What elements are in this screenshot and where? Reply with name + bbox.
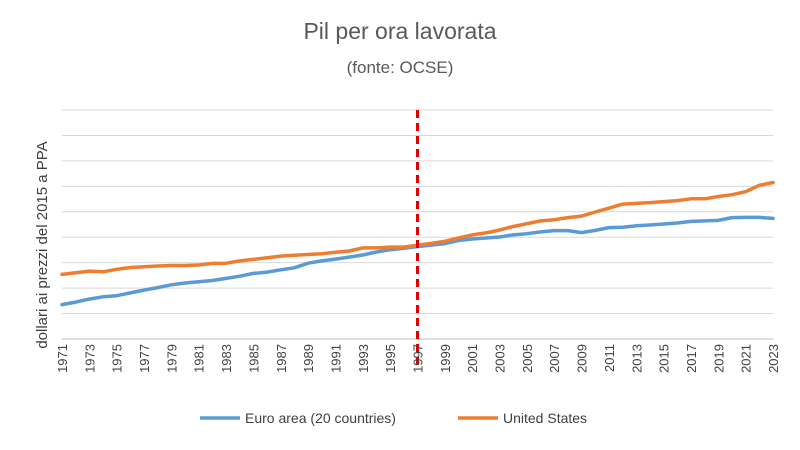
x-tick-label: 1997 [411,344,426,373]
legend-label: United States [503,410,587,426]
x-tick-label: 2013 [629,344,644,373]
x-tick-label: 1971 [55,344,70,373]
x-tick-label: 1991 [329,344,344,373]
legend-label: Euro area (20 countries) [245,410,396,426]
x-tick-label: 2015 [657,344,672,373]
x-tick-label: 2007 [547,344,562,373]
x-tick-label: 2005 [520,344,535,373]
x-tick-label: 1985 [246,344,261,373]
x-tick-label: 1981 [192,344,207,373]
x-tick-label: 1989 [301,344,316,373]
x-tick-label: 1975 [110,344,125,373]
x-tick-label: 2017 [684,344,699,373]
x-axis-ticks: 1971 1973 1975 1977 1979 1981 1983 1985 1987 1989… [55,344,781,373]
x-tick-label: 1999 [438,344,453,373]
x-tick-label: 2019 [711,344,726,373]
x-tick-label: 2001 [465,344,480,373]
x-tick-label: 2021 [739,344,754,373]
x-tick-label: 1977 [137,344,152,373]
x-tick-label: 1979 [164,344,179,373]
chart-subtitle: (fonte: OCSE) [346,58,454,77]
x-tick-label: 1987 [274,344,289,373]
x-tick-label: 2009 [575,344,590,373]
x-tick-label: 2003 [493,344,508,373]
x-tick-label: 2011 [602,344,617,372]
x-tick-label: 1993 [356,344,371,373]
x-tick-label: 1995 [383,344,398,373]
x-tick-label: 1973 [82,344,97,373]
x-tick-label: 2023 [766,344,781,373]
chart-title: Pil per ora lavorata [303,18,497,44]
legend: Euro area (20 countries) United States [200,410,587,426]
y-axis-title: dollari ai prezzi del 2015 a PPA [34,141,51,348]
x-tick-label: 1983 [219,344,234,373]
